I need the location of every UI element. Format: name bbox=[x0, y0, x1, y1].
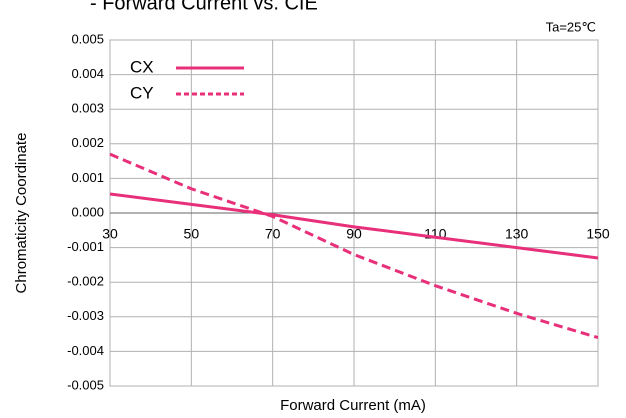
y-tick-label: -0.004 bbox=[67, 343, 104, 358]
x-tick-label: 90 bbox=[346, 226, 362, 242]
legend-label: CX bbox=[130, 57, 154, 76]
series-line bbox=[109, 192, 599, 260]
x-tick-label: 150 bbox=[586, 226, 610, 242]
x-tick-label: 30 bbox=[102, 226, 118, 242]
y-tick-label: 0.003 bbox=[71, 101, 104, 116]
series-line bbox=[109, 152, 599, 339]
y-tick-label: -0.001 bbox=[67, 239, 104, 254]
x-tick-label: 70 bbox=[265, 226, 281, 242]
y-tick-label: 0.005 bbox=[71, 31, 104, 46]
chart-title: - Forward Current vs. CIE bbox=[90, 0, 318, 14]
y-tick-label: -0.002 bbox=[67, 274, 104, 289]
y-axis-label: Chromaticity Coordinate bbox=[13, 133, 30, 294]
y-tick-label: 0.001 bbox=[71, 170, 104, 185]
legend-label: CY bbox=[130, 83, 154, 102]
annotation: Ta=25℃ bbox=[546, 19, 596, 34]
x-tick-label: 130 bbox=[505, 226, 529, 242]
y-tick-label: 0.000 bbox=[71, 204, 104, 219]
y-tick-label: -0.005 bbox=[67, 377, 104, 392]
y-tick-label: 0.002 bbox=[71, 135, 104, 150]
x-tick-label: 50 bbox=[184, 226, 200, 242]
y-tick-label: -0.003 bbox=[67, 308, 104, 323]
x-axis-label: Forward Current (mA) bbox=[280, 397, 426, 414]
y-tick-label: 0.004 bbox=[71, 66, 104, 81]
